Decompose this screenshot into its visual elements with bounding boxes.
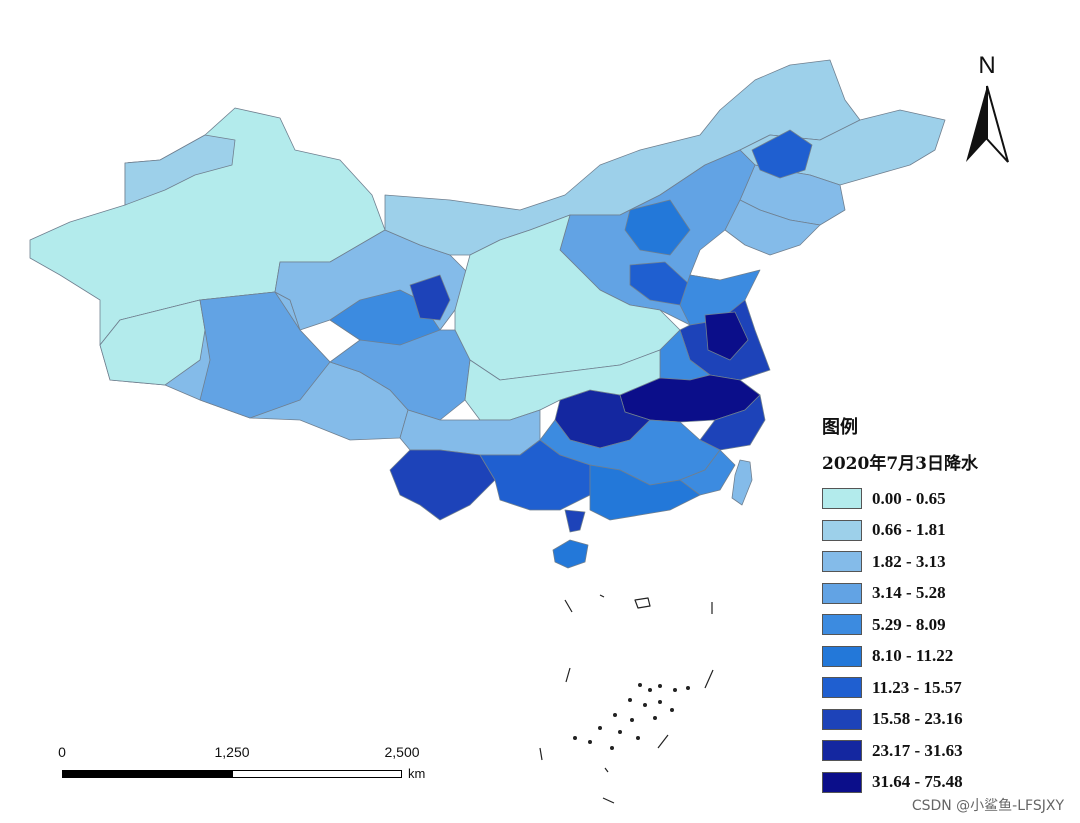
- legend-row-9: 23.17 - 31.63: [822, 735, 1062, 767]
- scale-segment-black: [62, 770, 232, 778]
- legend-swatch-10: [822, 771, 862, 793]
- watermark: CSDN @小鲨鱼-LFSJXY: [911, 798, 1064, 814]
- scale-unit: km: [408, 766, 426, 781]
- china-map: [29, 59, 946, 804]
- region-xinjiang-north: [124, 134, 236, 206]
- legend-label-3: 1.82 - 3.13: [872, 551, 946, 571]
- region-hainan: [552, 539, 589, 569]
- north-arrow: N: [960, 52, 1014, 164]
- region-qinghai-blue: [409, 274, 451, 321]
- legend-row-2: 0.66 - 1.81: [822, 515, 1062, 547]
- legend-subtitle: 2020年7月3日降水: [822, 454, 978, 474]
- legend-title: 图例: [822, 417, 858, 438]
- legend-row-10: 31.64 - 75.48: [822, 767, 1062, 799]
- legend-items: 0.00 - 0.65 0.66 - 1.81 1.82 - 3.13 3.14…: [822, 483, 1062, 798]
- scale-tick-2500: 2,500: [384, 744, 420, 760]
- region-jiangsu-dark: [704, 311, 749, 361]
- legend-row-1: 0.00 - 0.65: [822, 483, 1062, 515]
- legend-row-4: 3.14 - 5.28: [822, 578, 1062, 610]
- legend-label-8: 15.58 - 23.16: [872, 709, 963, 729]
- legend-row-6: 8.10 - 11.22: [822, 641, 1062, 673]
- scale-tick-1250: 1,250: [214, 744, 250, 760]
- legend-label-7: 11.23 - 15.57: [872, 677, 962, 697]
- north-label: N: [978, 52, 996, 79]
- region-guangdong: [589, 464, 706, 521]
- legend-swatch-7: [822, 677, 862, 699]
- scale-segment-white: [232, 770, 402, 778]
- legend-row-3: 1.82 - 3.13: [822, 546, 1062, 578]
- south-china-sea-islands: [539, 594, 714, 804]
- legend-swatch-9: [822, 740, 862, 762]
- scale-bar: 0 1,250 2,500 km: [40, 744, 460, 794]
- region-fujian: [679, 449, 736, 496]
- legend-label-5: 5.29 - 8.09: [872, 614, 946, 634]
- legend-label-10: 31.64 - 75.48: [872, 772, 963, 792]
- legend-label-9: 23.17 - 31.63: [872, 740, 963, 760]
- legend-swatch-1: [822, 488, 862, 510]
- legend-row-8: 15.58 - 23.16: [822, 704, 1062, 736]
- region-yunnan-north: [399, 409, 541, 456]
- legend-swatch-8: [822, 708, 862, 730]
- legend-swatch-5: [822, 614, 862, 636]
- legend-swatch-3: [822, 551, 862, 573]
- legend-swatch-2: [822, 519, 862, 541]
- region-taiwan: [731, 459, 753, 506]
- legend-label-6: 8.10 - 11.22: [872, 646, 954, 666]
- legend-swatch-4: [822, 582, 862, 604]
- legend: 图例 2020年7月3日降水 0.00 - 0.65 0.66 - 1.81 1…: [822, 415, 1062, 798]
- legend-swatch-6: [822, 645, 862, 667]
- region-hebei-blue: [624, 199, 691, 256]
- legend-row-5: 5.29 - 8.09: [822, 609, 1062, 641]
- region-leizhou: [564, 509, 586, 533]
- scale-tick-0: 0: [58, 744, 66, 760]
- region-yunnan-south: [389, 449, 496, 521]
- region-liaoning: [724, 199, 821, 256]
- region-tibet-central: [199, 291, 331, 419]
- legend-label-4: 3.14 - 5.28: [872, 583, 946, 603]
- legend-label-1: 0.00 - 0.65: [872, 488, 946, 508]
- island-dots: [573, 683, 690, 750]
- region-tibet-west: [99, 299, 206, 386]
- legend-row-7: 11.23 - 15.57: [822, 672, 1062, 704]
- north-arrow-icon: [966, 85, 1009, 163]
- region-jilin-blue: [751, 129, 813, 179]
- legend-label-2: 0.66 - 1.81: [872, 520, 946, 540]
